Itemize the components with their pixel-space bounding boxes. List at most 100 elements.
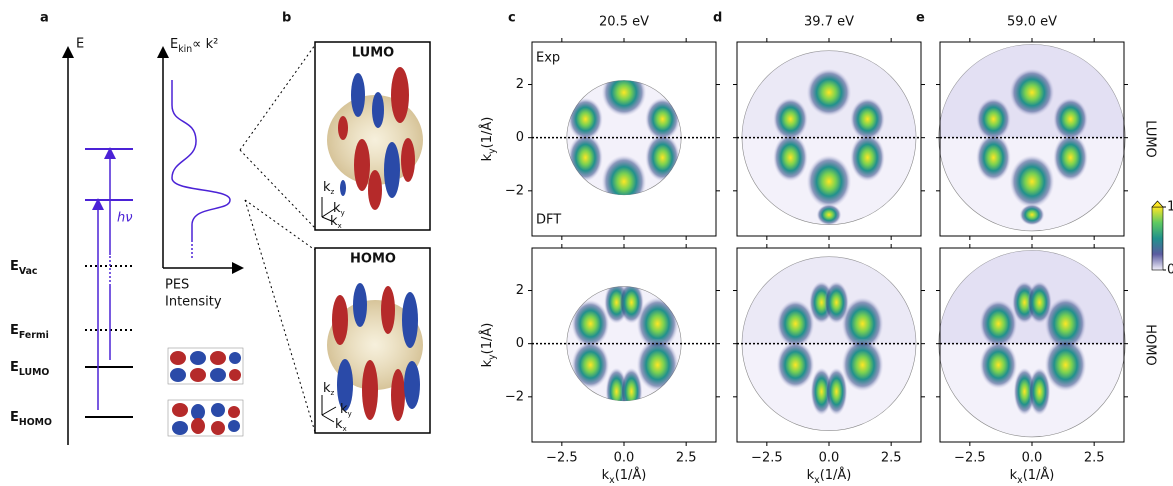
intensity-blob: [1019, 204, 1045, 226]
x-axis-label-rest: (1/Å): [615, 467, 647, 483]
spectrum-label: Intensity: [165, 295, 222, 310]
x-axis-label-sub: x: [609, 475, 615, 486]
k-axis-label: kz: [323, 381, 335, 397]
spectrum-axis-label-main: E: [170, 37, 178, 52]
intensity: [741, 50, 917, 225]
x-tick-label: 0.0: [1022, 451, 1043, 466]
k-axis-label-sub: y: [341, 208, 346, 217]
x-tick-label: −2.5: [751, 451, 783, 466]
level-label-sub: Fermi: [19, 330, 49, 341]
level-label: EHOMO: [10, 410, 52, 429]
intensity-blob: [601, 80, 647, 117]
k-axis-label-main: k: [333, 201, 341, 216]
x-axis-label-main: k: [807, 468, 815, 483]
k-axis-label-main: k: [330, 214, 338, 229]
x-axis-label: kx(1/Å): [602, 467, 647, 486]
intensity-blob: [1044, 338, 1087, 392]
intensity-blob: [824, 281, 849, 324]
row-label: LUMO: [1143, 120, 1158, 158]
intensity-blob: [825, 367, 848, 416]
orbital-lumo: [314, 41, 431, 231]
x-axis-label-sub: x: [814, 475, 820, 486]
energy-diagram: [62, 44, 316, 445]
spectrum-axis-label-sub: kin: [178, 44, 192, 55]
x-tick-label: 2.5: [881, 451, 902, 466]
x-tick-label: 2.5: [676, 451, 697, 466]
x-axis-label-sub: x: [1017, 475, 1023, 486]
panel-label: c: [508, 11, 516, 26]
intensity-blob: [976, 133, 1011, 182]
x-axis-label-main: k: [1010, 468, 1018, 483]
intensity-blob: [850, 133, 885, 182]
intensity-blob: [841, 297, 884, 351]
x-axis-label: kx(1/Å): [807, 467, 852, 486]
intensity-blob: [806, 154, 852, 209]
photon-energy-title: 39.7 eV: [804, 15, 854, 30]
intensity-blob: [841, 338, 884, 392]
x-tick-label: 0.0: [819, 451, 840, 466]
y-axis-label: ky(1/Å): [479, 323, 499, 368]
momentum-map: [531, 247, 717, 443]
y-tick-label: 2: [516, 283, 524, 298]
molecule-lumo: [167, 347, 244, 385]
colorbar: [1151, 206, 1164, 271]
intensity-blob: [571, 341, 610, 389]
photon-label: hν: [117, 211, 133, 226]
level-label-main: E: [10, 259, 19, 274]
y-tick-label: 0: [516, 336, 524, 351]
intensity-blob: [568, 133, 603, 182]
y-axis-label: ky(1/Å): [479, 117, 499, 162]
x-axis-label-rest: (1/Å): [820, 467, 852, 483]
x-axis-label-rest: (1/Å): [1023, 467, 1055, 483]
level-label: EVac: [10, 259, 37, 278]
spectrum-axis-label: Ekin∝ k²: [170, 37, 218, 56]
orbital-title: HOMO: [350, 252, 396, 267]
k-axis-label-main: k: [340, 402, 348, 417]
level-label-sub: Vac: [19, 266, 38, 277]
intensity-blob: [636, 338, 679, 392]
x-axis-label-main: k: [602, 468, 610, 483]
x-tick-label: −2.5: [954, 451, 986, 466]
spectrum-axis-label-rest: ∝ k²: [192, 37, 218, 52]
intensity-blob: [979, 299, 1018, 348]
intensity-blob: [568, 97, 603, 141]
k-axis-label-sub: z: [331, 187, 335, 196]
intensity-blob: [1027, 281, 1052, 324]
intensity-blob: [645, 133, 680, 182]
orbital-homo: [314, 247, 431, 434]
k-axis-label: kx: [335, 417, 348, 433]
intensity-blob: [1009, 154, 1055, 209]
panel-label: d: [713, 11, 722, 26]
y-tick-label: 2: [516, 77, 524, 92]
k-axis-label: kx: [330, 214, 343, 230]
k-axis-label-sub: y: [348, 409, 353, 418]
x-tick-label: 0.0: [614, 451, 635, 466]
intensity-blob: [1028, 367, 1051, 416]
intensity-blob: [850, 97, 885, 141]
panel-label: a: [40, 11, 49, 26]
k-axis-label-main: k: [323, 381, 331, 396]
intensity-blob: [619, 286, 644, 324]
momentum-map: [938, 247, 1126, 443]
intensity-blob: [1009, 68, 1055, 117]
y-axis-label-sub: y: [487, 148, 498, 154]
intensity-blob: [816, 204, 842, 225]
photon-energy-title: 59.0 eV: [1007, 15, 1057, 30]
intensity-blob: [620, 367, 643, 401]
x-tick-label: 2.5: [1084, 451, 1105, 466]
intensity-blob: [1053, 133, 1088, 182]
intensity-blob: [571, 299, 610, 348]
intensity: [571, 286, 679, 401]
panel-label: e: [916, 11, 925, 26]
intensity-blob: [806, 68, 852, 117]
intensity-blob: [645, 97, 680, 141]
intensity-blob: [776, 299, 815, 348]
colorbar-tick-label: 0: [1167, 263, 1173, 278]
k-axis-label-sub: x: [338, 221, 343, 230]
intensity-blob: [636, 297, 679, 351]
x-axis-label: kx(1/Å): [1010, 467, 1055, 486]
y-axis-label-rest: (1/Å): [479, 323, 495, 355]
k-axis-label: kz: [323, 180, 335, 196]
intensity-blob: [1044, 297, 1087, 351]
